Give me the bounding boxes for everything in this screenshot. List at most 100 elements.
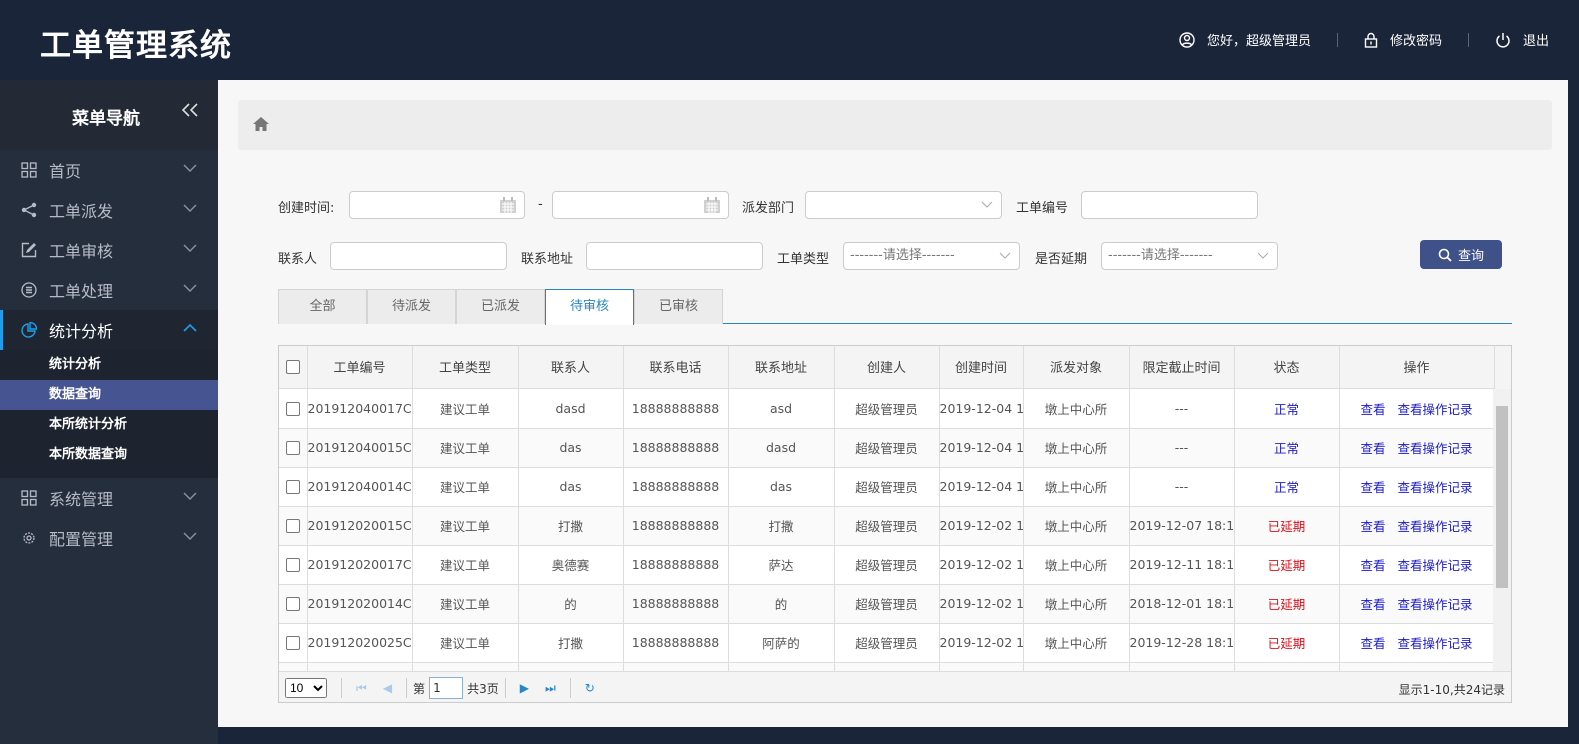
- address-input[interactable]: [586, 242, 763, 270]
- view-log-link[interactable]: 查看操作记录: [1397, 480, 1473, 495]
- row-checkbox[interactable]: [279, 545, 308, 585]
- end-date-input[interactable]: [552, 191, 729, 219]
- calendar-icon[interactable]: [703, 197, 721, 214]
- user-greeting[interactable]: 您好，超级管理员: [1179, 30, 1311, 49]
- row-checkbox[interactable]: [279, 467, 308, 507]
- cell-creator: 超级管理员: [834, 584, 940, 624]
- view-link[interactable]: 查看: [1360, 597, 1386, 612]
- sidebar-item[interactable]: 配置管理: [0, 518, 218, 558]
- cell-creator: 超级管理员: [834, 428, 940, 468]
- page-input[interactable]: 1: [429, 677, 464, 699]
- table-row[interactable]: 201912020025C 建议工单 打撒 18888888888 阿萨的 超级管理员 20…: [279, 623, 1493, 663]
- sidebar-item[interactable]: 系统管理: [0, 478, 218, 518]
- cell-no: 201912020025C: [307, 623, 413, 663]
- table-row[interactable]: 201912040014C 建议工单 das 18888888888 das 超级管理员 2…: [279, 467, 1493, 507]
- cell-phone: 18888888888: [623, 506, 729, 546]
- table-row[interactable]: 201912020017C 建议工单 奥德赛 18888888888 萨达 超级管理员 20…: [279, 545, 1493, 585]
- type-select[interactable]: -------请选择-------: [843, 242, 1020, 270]
- status-cell: 已延期: [1234, 506, 1340, 546]
- submenu-item[interactable]: 本所数据查询: [49, 447, 128, 462]
- last-page-icon[interactable]: ⏭: [544, 680, 556, 695]
- sidebar-item[interactable]: 工单审核: [0, 230, 218, 270]
- collapse-icon[interactable]: [180, 102, 200, 123]
- submenu-item[interactable]: 统计分析: [49, 357, 102, 372]
- view-link[interactable]: 查看: [1360, 636, 1386, 651]
- view-link[interactable]: 查看: [1360, 401, 1386, 417]
- tab[interactable]: 已审核: [634, 289, 723, 324]
- logout-link[interactable]: 退出: [1495, 30, 1549, 49]
- column-header: 创建时间: [939, 346, 1024, 389]
- view-log-link[interactable]: 查看操作记录: [1397, 636, 1473, 651]
- cell-addr: 阿萨的: [728, 623, 835, 663]
- view-log-link[interactable]: 查看操作记录: [1397, 597, 1473, 612]
- search-button[interactable]: 查询: [1420, 240, 1502, 269]
- cell-addr: 的: [728, 584, 835, 624]
- cell-type: 建议工单: [412, 623, 519, 663]
- cell-target: 墩上中心所: [1023, 389, 1130, 429]
- column-header: 联系地址: [728, 346, 835, 389]
- table-row[interactable]: 201912040015C 建议工单 das 18888888888 dasd 超级管理员…: [279, 428, 1493, 468]
- chevron-down-icon: [999, 252, 1011, 259]
- dept-select[interactable]: [805, 191, 1002, 219]
- cell-target: 墩上中心所: [1023, 545, 1130, 585]
- tab[interactable]: 已派发: [456, 289, 545, 324]
- scrollbar[interactable]: [1493, 389, 1511, 671]
- actions-cell: 查看 查看操作记录: [1339, 545, 1493, 585]
- chevron-down-icon: [183, 204, 197, 212]
- cell-target: 墩上中心所: [1023, 467, 1130, 507]
- tab[interactable]: 待审核: [545, 289, 634, 325]
- delay-label: 是否延期: [1035, 252, 1088, 267]
- prev-page-icon[interactable]: ◀: [382, 681, 393, 695]
- scrollbar-thumb[interactable]: [1496, 406, 1508, 588]
- cell-time: 2019-12-04 15: [939, 389, 1024, 429]
- row-checkbox[interactable]: [279, 584, 308, 624]
- cell-time: 2019-12-02 16: [939, 506, 1024, 546]
- row-checkbox[interactable]: [279, 389, 308, 429]
- select-all-checkbox[interactable]: [279, 346, 308, 389]
- top-bar: 工单管理系统 您好，超级管理员 修改密码 退出: [0, 0, 1579, 80]
- cell-contact: 的: [518, 584, 624, 624]
- sidebar-item-label: 统计分析: [49, 322, 114, 341]
- row-checkbox[interactable]: [279, 623, 308, 663]
- view-log-link[interactable]: 查看操作记录: [1397, 519, 1473, 534]
- order-no-input[interactable]: [1081, 191, 1258, 219]
- table-row[interactable]: 201912020015C 建议工单 打撒 18888888888 打撒 超级管理员 201…: [279, 506, 1493, 546]
- breadcrumb: [238, 100, 1552, 150]
- refresh-icon[interactable]: ↻: [584, 681, 595, 695]
- change-password-link[interactable]: 修改密码: [1364, 30, 1442, 49]
- submenu-item[interactable]: 本所统计分析: [49, 417, 128, 432]
- submenu-item[interactable]: 数据查询: [0, 380, 218, 410]
- view-log-link[interactable]: 查看操作记录: [1397, 441, 1473, 456]
- view-link[interactable]: 查看: [1360, 480, 1386, 495]
- sidebar-item-label: 工单处理: [49, 282, 114, 301]
- sidebar-item[interactable]: 首页: [0, 150, 218, 190]
- tab[interactable]: 待派发: [367, 289, 456, 324]
- table-row[interactable]: 201912020014C 建议工单的 18888888888 的超级管理员 2019-…: [279, 584, 1493, 624]
- view-link[interactable]: 查看: [1360, 519, 1386, 534]
- next-page-icon[interactable]: ▶: [519, 681, 529, 695]
- sidebar-item[interactable]: 工单派发: [0, 190, 218, 230]
- home-icon[interactable]: [252, 116, 270, 132]
- page-size-select[interactable]: 10: [285, 678, 327, 698]
- tab[interactable]: 全部: [278, 289, 367, 324]
- calendar-icon[interactable]: [499, 197, 517, 214]
- table-row[interactable]: 201912040017C 建议工单 dasd 18888888888 asd 超级管理员…: [279, 389, 1493, 429]
- total-pages: 共3页: [467, 681, 499, 696]
- app-title: 工单管理系统: [40, 28, 232, 64]
- contact-input[interactable]: [330, 242, 507, 270]
- row-checkbox[interactable]: [279, 506, 308, 546]
- chevron-up-icon: [183, 323, 197, 332]
- view-link[interactable]: 查看: [1360, 441, 1386, 456]
- sidebar-item-label: 配置管理: [49, 530, 114, 549]
- view-log-link[interactable]: 查看操作记录: [1397, 401, 1473, 417]
- delay-select[interactable]: -------请选择-------: [1101, 242, 1278, 270]
- cell-addr: das: [728, 467, 835, 507]
- view-link[interactable]: 查看: [1360, 558, 1386, 573]
- sidebar-item[interactable]: 工单处理: [0, 270, 218, 310]
- start-date-input[interactable]: [349, 191, 525, 219]
- view-log-link[interactable]: 查看操作记录: [1397, 558, 1473, 573]
- sidebar-item[interactable]: 统计分析: [0, 310, 218, 350]
- row-checkbox[interactable]: [279, 428, 308, 468]
- actions-cell: 查看 查看操作记录: [1339, 623, 1493, 663]
- first-page-icon[interactable]: ⏮: [356, 680, 367, 695]
